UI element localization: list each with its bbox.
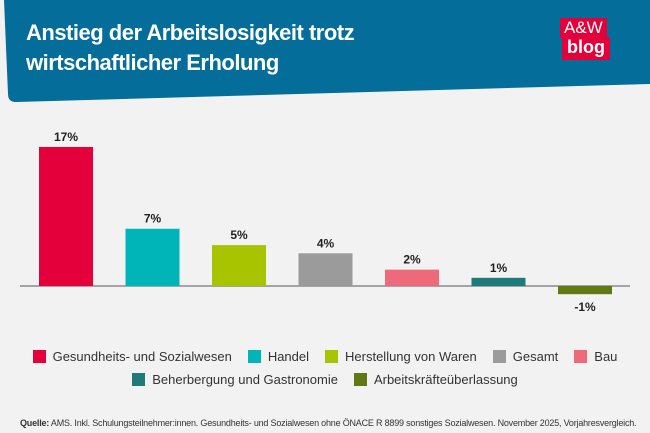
legend-swatch bbox=[325, 350, 339, 363]
title-banner bbox=[4, 0, 650, 102]
source-label: Quelle: bbox=[20, 418, 50, 428]
legend-label: Gesamt bbox=[512, 349, 559, 364]
data-label-6: -1% bbox=[574, 300, 596, 314]
bar-6 bbox=[558, 286, 612, 295]
aw-blog-logo: A&W blog bbox=[560, 18, 610, 60]
legend-swatch bbox=[247, 350, 261, 363]
source-text: AMS. Inkl. Schulungsteilnehmer:innen. Ge… bbox=[49, 418, 637, 428]
legend-label: Handel bbox=[267, 349, 310, 364]
legend-item: Gesamt bbox=[492, 349, 559, 364]
data-label-5: 1% bbox=[490, 261, 508, 275]
logo-line2: blog bbox=[562, 37, 610, 60]
bar-3 bbox=[298, 253, 353, 286]
logo-line1: A&W bbox=[560, 18, 607, 38]
legend-label: Bau bbox=[594, 349, 618, 364]
legend-label: Arbeitskräfteüberlassung bbox=[373, 372, 518, 387]
legend-item: Herstellung von Waren bbox=[325, 349, 477, 364]
data-label-0: 17% bbox=[54, 130, 78, 144]
bar-0 bbox=[39, 146, 93, 286]
legend-item: Beherbergung und Gastronomie bbox=[132, 372, 338, 387]
data-label-4: 2% bbox=[403, 253, 421, 267]
bar-chart: 17% 7% 5% 4% 2% 1% -1% bbox=[20, 130, 630, 314]
legend-swatch bbox=[574, 350, 588, 363]
legend-swatch bbox=[132, 373, 146, 386]
legend-item: Handel bbox=[247, 349, 310, 364]
legend-label: Gesundheits- und Sozialwesen bbox=[52, 349, 232, 364]
data-label-3: 4% bbox=[317, 236, 335, 250]
chart-title: Anstieg der Arbeitslosigkeit trotz wirts… bbox=[26, 20, 355, 75]
legend: Gesundheits- und Sozialwesen Handel Herste… bbox=[0, 349, 650, 395]
legend-item: Arbeitskräfteüberlassung bbox=[353, 372, 518, 387]
bar-1 bbox=[125, 228, 180, 286]
bar-5 bbox=[471, 277, 526, 286]
legend-label: Beherbergung und Gastronomie bbox=[152, 372, 338, 387]
source-note: Quelle: AMS. Inkl. Schulungsteilnehmer:i… bbox=[20, 418, 637, 428]
legend-swatch bbox=[32, 350, 46, 363]
legend-swatch bbox=[353, 373, 367, 386]
legend-swatch bbox=[492, 350, 506, 363]
legend-item: Bau bbox=[574, 349, 617, 364]
legend-label: Herstellung von Waren bbox=[345, 349, 477, 364]
bar-4 bbox=[385, 269, 439, 286]
data-label-1: 7% bbox=[144, 212, 162, 226]
data-label-2: 5% bbox=[230, 228, 248, 242]
legend-item: Gesundheits- und Sozialwesen bbox=[32, 349, 232, 364]
bar-2 bbox=[212, 245, 266, 286]
